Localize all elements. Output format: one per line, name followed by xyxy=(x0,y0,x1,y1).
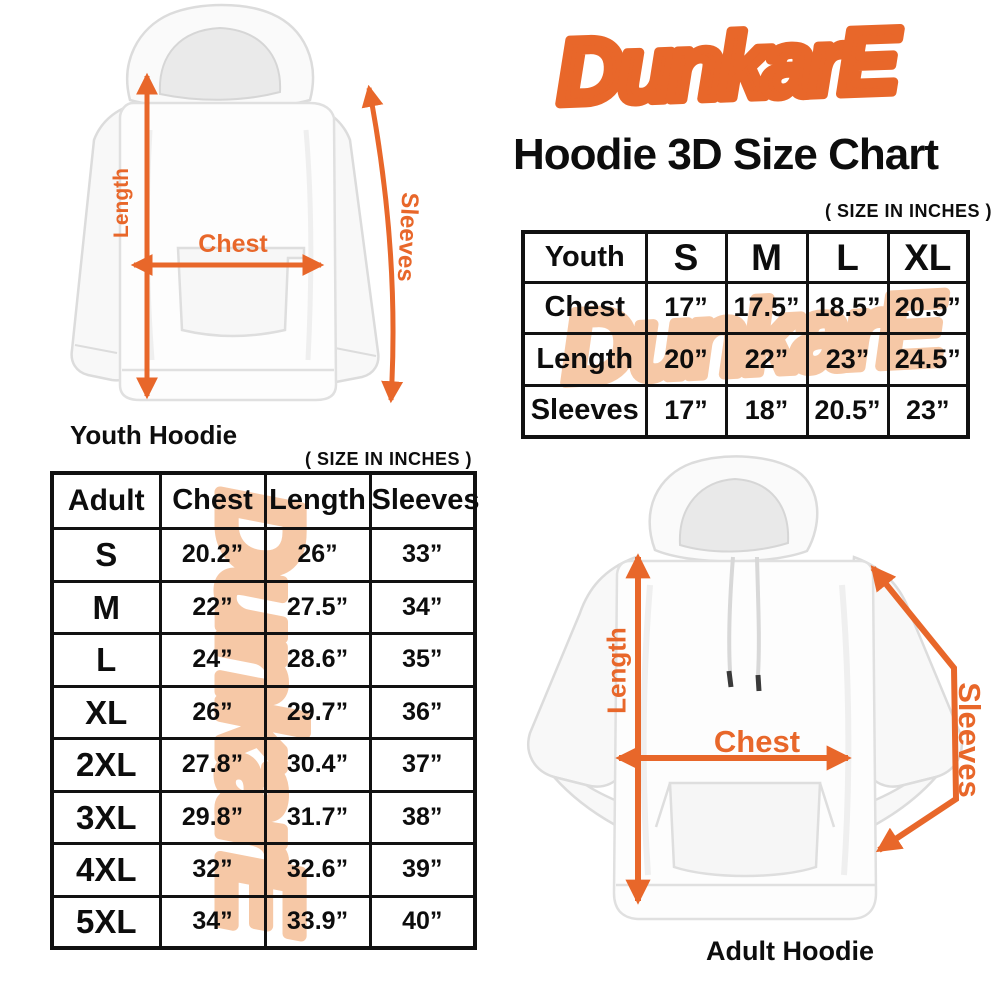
brand-logo-text: DunkarE xyxy=(555,10,903,124)
table-cell: M xyxy=(50,579,162,635)
table-cell: 38” xyxy=(368,789,477,845)
table-cell: 40” xyxy=(368,894,477,950)
table-cell: 17” xyxy=(644,383,728,439)
table-cell: 26” xyxy=(263,526,372,583)
adult-length-label: Length xyxy=(601,627,632,714)
table-cell: Chest xyxy=(521,280,648,335)
table-cell: 5XL xyxy=(50,894,162,950)
table-cell: 27.5” xyxy=(263,579,372,635)
table-row: Sleeves 17” 18” 20.5” 23” xyxy=(521,383,970,439)
table-cell: M xyxy=(724,230,809,284)
table-cell: 36” xyxy=(368,684,477,740)
table-cell: 35” xyxy=(368,631,477,688)
table-row: L 24” 28.6” 35” xyxy=(50,631,477,688)
table-cell: L xyxy=(50,631,162,688)
table-cell: 18” xyxy=(724,383,809,439)
table-cell: 4XL xyxy=(50,841,162,898)
youth-sleeves-arrow xyxy=(361,84,404,404)
table-cell: 37” xyxy=(368,736,477,793)
table-cell: Youth xyxy=(521,230,648,284)
adult-size-table: Adult Chest Length Sleeves S 20.2” 26” 3… xyxy=(50,471,480,950)
table-cell: S xyxy=(644,230,728,284)
table-cell: 2XL xyxy=(50,736,162,793)
table-cell: 20.2” xyxy=(158,526,267,583)
table-cell: 34” xyxy=(158,894,267,950)
table-cell: 23” xyxy=(805,331,890,387)
table-cell: 29.8” xyxy=(158,789,267,845)
table-row: M 22” 27.5” 34” xyxy=(50,579,477,635)
table-cell: 20” xyxy=(644,331,728,387)
table-cell: XL xyxy=(50,684,162,740)
table-cell: 22” xyxy=(158,579,267,635)
youth-hoodie-figure xyxy=(70,3,404,404)
table-cell: Chest xyxy=(158,471,267,530)
table-row: Length 20” 22” 23” 24.5” xyxy=(521,331,970,387)
table-row: Chest 17” 17.5” 18.5” 20.5” xyxy=(521,280,970,335)
table-cell: 3XL xyxy=(50,789,162,845)
adult-hoodie-figure xyxy=(527,455,963,921)
table-cell: 18.5” xyxy=(805,280,890,335)
youth-length-label: Length xyxy=(110,168,133,238)
table-cell: 33.9” xyxy=(263,894,372,950)
table-cell: 24.5” xyxy=(886,331,970,387)
table-cell: 20.5” xyxy=(805,383,890,439)
table-row: 4XL 32” 32.6” 39” xyxy=(50,841,477,898)
table-row: 3XL 29.8” 31.7” 38” xyxy=(50,789,477,845)
adult-sleeves-label: Sleeves xyxy=(952,682,987,798)
adult-chest-label: Chest xyxy=(713,724,801,759)
table-row: Youth S M L XL xyxy=(521,230,970,284)
table-cell: 20.5” xyxy=(886,280,970,335)
table-cell: 28.6” xyxy=(263,631,372,688)
adult-sleeves-arrow xyxy=(870,565,960,853)
table-cell: 23” xyxy=(886,383,970,439)
youth-size-table: Youth S M L XL Chest 17” 17.5” 18.5” 20.… xyxy=(521,230,970,439)
adult-size-note: ( SIZE IN INCHES ) xyxy=(304,449,472,469)
table-cell: 17” xyxy=(644,280,728,335)
table-cell: Sleeves xyxy=(368,471,480,530)
table-row: Adult Chest Length Sleeves xyxy=(50,471,480,530)
table-cell: 31.7” xyxy=(263,789,372,845)
adult-hoodie-drawing xyxy=(527,455,963,921)
table-cell: S xyxy=(50,526,162,583)
youth-chest-label: Chest xyxy=(198,230,268,258)
youth-size-note: ( SIZE IN INCHES ) xyxy=(824,201,992,221)
table-cell: 24” xyxy=(158,631,267,688)
table-cell: XL xyxy=(886,230,970,284)
table-cell: Sleeves xyxy=(521,383,648,439)
table-cell: 26” xyxy=(158,684,267,740)
table-cell: 17.5” xyxy=(724,280,809,335)
table-cell: Length xyxy=(263,471,372,530)
table-cell: 32” xyxy=(158,841,267,898)
table-cell: 30.4” xyxy=(263,736,372,793)
table-cell: Adult xyxy=(50,471,162,530)
youth-hoodie-drawing xyxy=(70,3,380,402)
table-cell: 22” xyxy=(724,331,809,387)
table-row: 5XL 34” 33.9” 40” xyxy=(50,894,477,950)
table-cell: 32.6” xyxy=(263,841,372,898)
page-title: Hoodie 3D Size Chart xyxy=(513,130,939,179)
table-row: XL 26” 29.7” 36” xyxy=(50,684,477,740)
table-row: 2XL 27.8” 30.4” 37” xyxy=(50,736,477,793)
table-cell: L xyxy=(805,230,890,284)
table-cell: 29.7” xyxy=(263,684,372,740)
table-cell: 34” xyxy=(368,579,477,635)
table-cell: 27.8” xyxy=(158,736,267,793)
adult-hoodie-caption: Adult Hoodie xyxy=(706,936,874,966)
table-row: S 20.2” 26” 33” xyxy=(50,526,477,583)
brand-logo: DunkarE xyxy=(551,5,908,128)
table-cell: 39” xyxy=(368,841,477,898)
table-cell: 33” xyxy=(368,526,477,583)
youth-hoodie-caption: Youth Hoodie xyxy=(70,420,238,450)
table-cell: Length xyxy=(521,331,648,387)
